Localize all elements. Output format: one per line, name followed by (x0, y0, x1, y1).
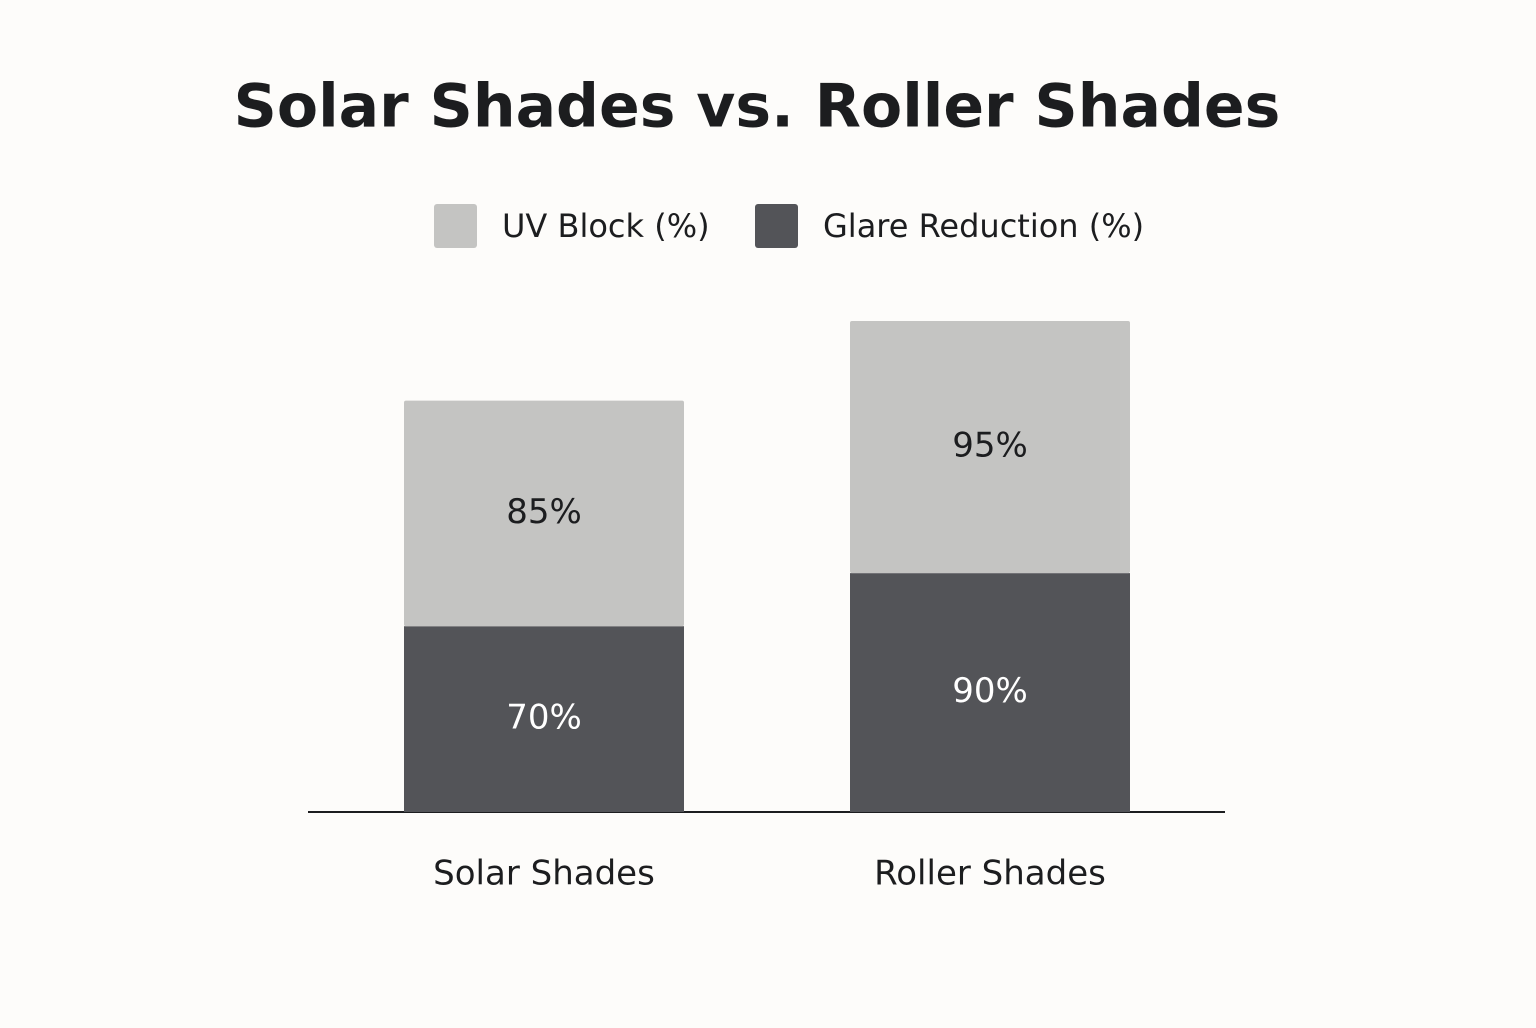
value-label: 70% (506, 698, 582, 738)
bar-segment (404, 626, 684, 812)
x-tick-label: Solar Shades (433, 854, 655, 894)
bar-segment (404, 400, 684, 627)
value-label: 95% (952, 426, 1028, 466)
legend-label: UV Block (%) (502, 207, 710, 245)
value-label: 85% (506, 492, 582, 532)
legend-label: Glare Reduction (%) (823, 207, 1144, 245)
bar-segment (850, 573, 1130, 812)
legend-swatch (434, 204, 477, 248)
legend-swatch (755, 204, 798, 248)
x-tick-label: Roller Shades (874, 854, 1106, 894)
chart-title: Solar Shades vs. Roller Shades (234, 72, 1281, 142)
bar-segment (850, 321, 1130, 574)
value-label: 90% (952, 671, 1028, 711)
